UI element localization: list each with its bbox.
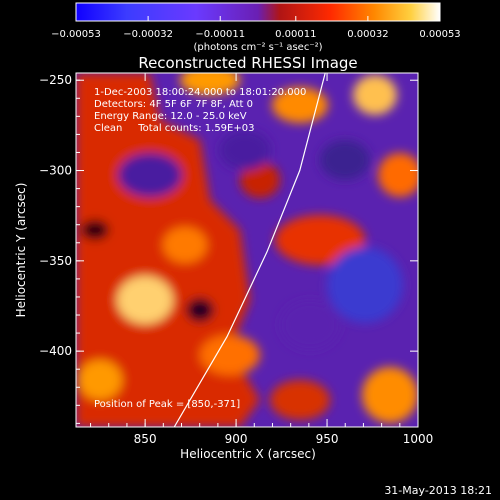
x-tick-label: 1000 — [403, 432, 434, 446]
heatmap-hotspot — [362, 367, 418, 423]
annotation-line: Detectors: 4F 5F 6F 7F 8F, Att 0 — [94, 99, 253, 110]
colorbar-gradient — [75, 2, 441, 22]
x-tick-label: 950 — [316, 432, 339, 446]
heatmap-hotspot — [163, 227, 207, 263]
heatmap-negative-region — [327, 247, 403, 323]
x-tick-label: 850 — [134, 432, 157, 446]
colorbar-tick-label: −0.00032 — [123, 29, 173, 40]
x-axis-label: Heliocentric X (arcsec) — [180, 447, 316, 461]
annotation-block: 1-Dec-2003 18:00:24.000 to 18:01:20.000D… — [94, 87, 306, 134]
x-axis: 850 900 950 1000 — [90, 73, 434, 446]
y-tick-label: −400 — [39, 344, 72, 358]
y-tick-label: −350 — [39, 254, 72, 268]
colorbar: −0.00053 −0.00032 −0.00011 0.00011 0.00032 0.… — [51, 2, 461, 53]
annotation-line: Energy Range: 12.0 - 25.0 keV — [94, 111, 247, 122]
heatmap-negative-region — [81, 220, 109, 240]
plot-frame — [75, 72, 419, 428]
colorbar-tick-label: 0.00053 — [419, 29, 460, 40]
annotation-line: 1-Dec-2003 18:00:24.000 to 18:01:20.000 — [94, 87, 306, 98]
peak-position-label: Position of Peak = [850,-371] — [94, 399, 240, 410]
heatmap-hotspot — [78, 360, 122, 400]
colorbar-unit-label: (photons cm⁻² s⁻¹ asec⁻²) — [193, 42, 322, 53]
colorbar-tick-label: −0.00011 — [195, 29, 245, 40]
chart-title: Reconstructed RHESSI Image — [138, 54, 357, 72]
heatmap-negative-region — [320, 140, 370, 180]
y-tick-label: −250 — [39, 73, 72, 87]
heatmap-hotspot — [180, 73, 240, 95]
heatmap-hotspot — [275, 215, 365, 265]
heatmap-hotspot — [117, 276, 173, 324]
heatmap-negative-region — [219, 130, 271, 170]
y-tick-label: −300 — [39, 164, 72, 178]
heatmap-hotspot — [200, 335, 260, 375]
heatmap-hotspot — [378, 153, 418, 197]
annotation-line: Clean Total counts: 1.59E+03 — [94, 123, 254, 134]
y-axis: −250 −300 −350 −400 — [39, 73, 418, 424]
heatmap-negative-region — [186, 298, 214, 322]
x-tick-label: 900 — [225, 432, 248, 446]
colorbar-ticks — [75, 16, 441, 21]
colorbar-tick-label: 0.00011 — [275, 29, 316, 40]
footer-timestamp: 31-May-2013 18:21 — [384, 484, 492, 497]
colorbar-tick-labels: −0.00053 −0.00032 −0.00011 0.00011 0.00032 0.… — [51, 29, 461, 40]
heatmap-negative-region — [118, 153, 182, 197]
y-axis-label: Heliocentric Y (arcsec) — [14, 183, 28, 318]
colorbar-tick-label: −0.00053 — [51, 29, 101, 40]
heatmap-negative-region — [280, 300, 340, 350]
solar-limb-curve — [173, 73, 326, 427]
heatmap-hotspot — [353, 75, 397, 115]
heatmap-hotspot — [240, 162, 280, 198]
heatmap-hotspot — [270, 380, 330, 420]
colorbar-tick-label: 0.00032 — [347, 29, 388, 40]
plot-area — [76, 73, 418, 427]
heatmap-blobs — [76, 73, 418, 427]
